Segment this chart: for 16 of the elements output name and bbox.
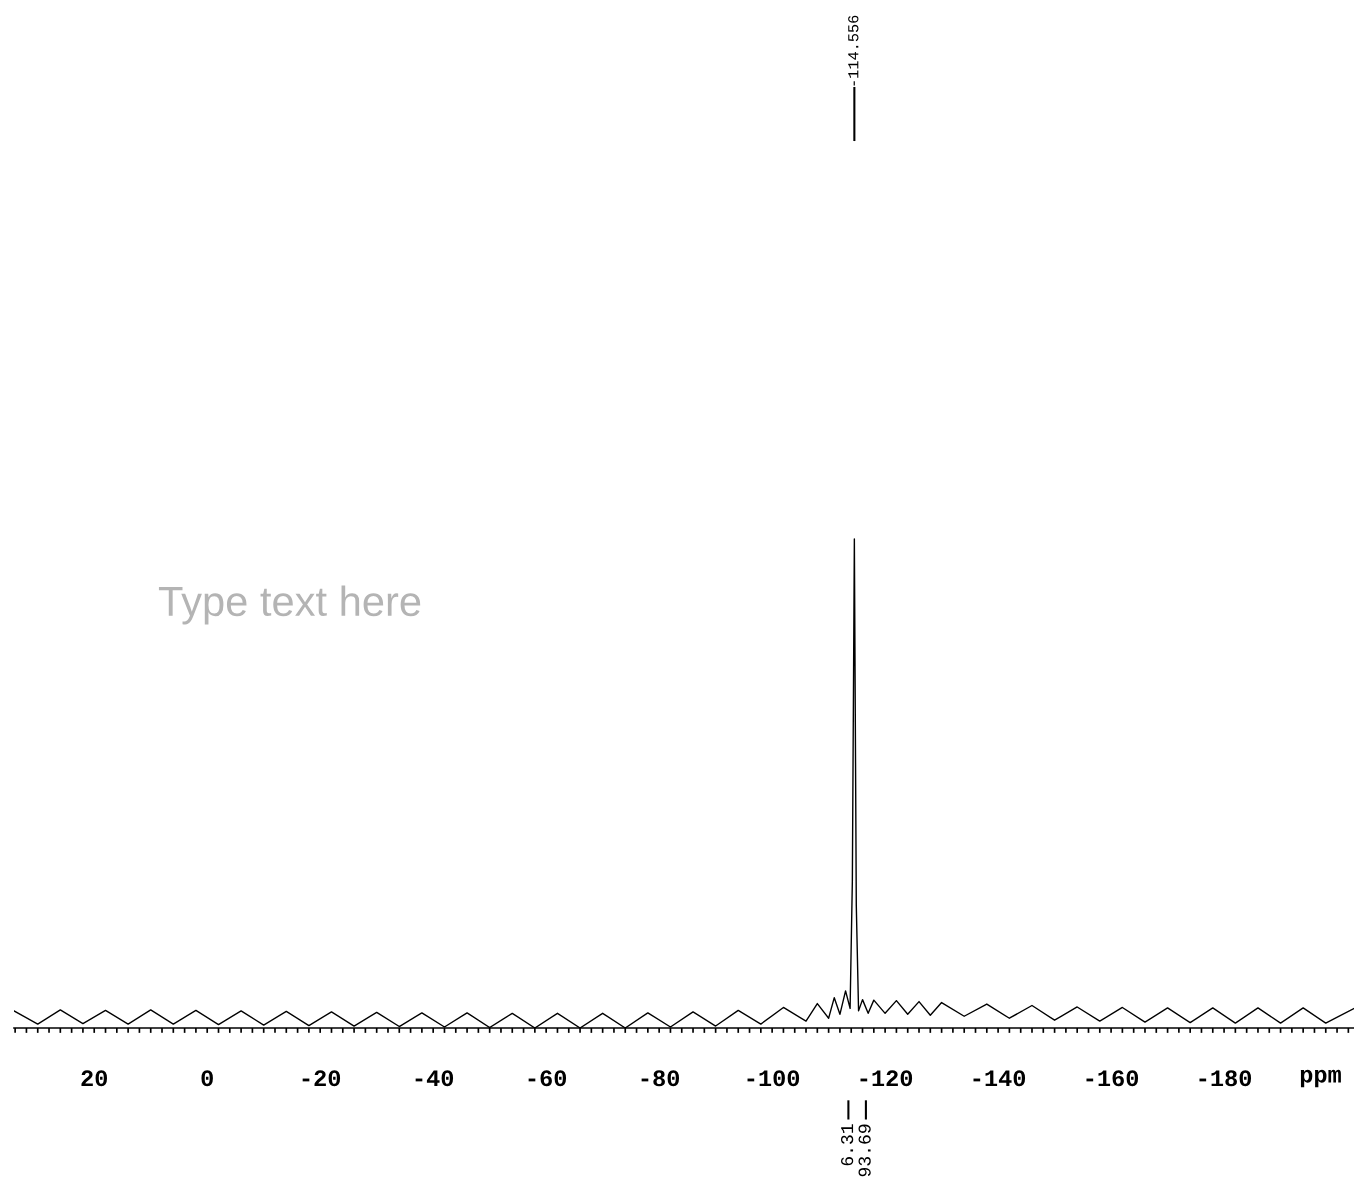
annotation: Type text here xyxy=(158,585,421,625)
text: -114.556 xyxy=(848,15,859,86)
x-tick-label: -100 xyxy=(747,1070,800,1087)
x-tick-label: -80 xyxy=(641,1070,680,1087)
x-tick-label: 20 xyxy=(81,1070,108,1087)
x-tick-label: -140 xyxy=(973,1070,1026,1087)
x-tick-label: -20 xyxy=(302,1070,341,1087)
x-axis-title: ppm xyxy=(1300,1069,1341,1088)
x-tick-label: -40 xyxy=(415,1070,454,1087)
x-tick-label: -180 xyxy=(1199,1070,1252,1087)
x-tick-label: -120 xyxy=(860,1070,913,1087)
text: 6.31 xyxy=(840,1124,854,1166)
text: 93.69 xyxy=(858,1124,871,1177)
x-tick-label: -160 xyxy=(1086,1070,1139,1087)
x-tick-label: 0 xyxy=(201,1070,213,1087)
x-tick-label: -60 xyxy=(528,1070,567,1087)
